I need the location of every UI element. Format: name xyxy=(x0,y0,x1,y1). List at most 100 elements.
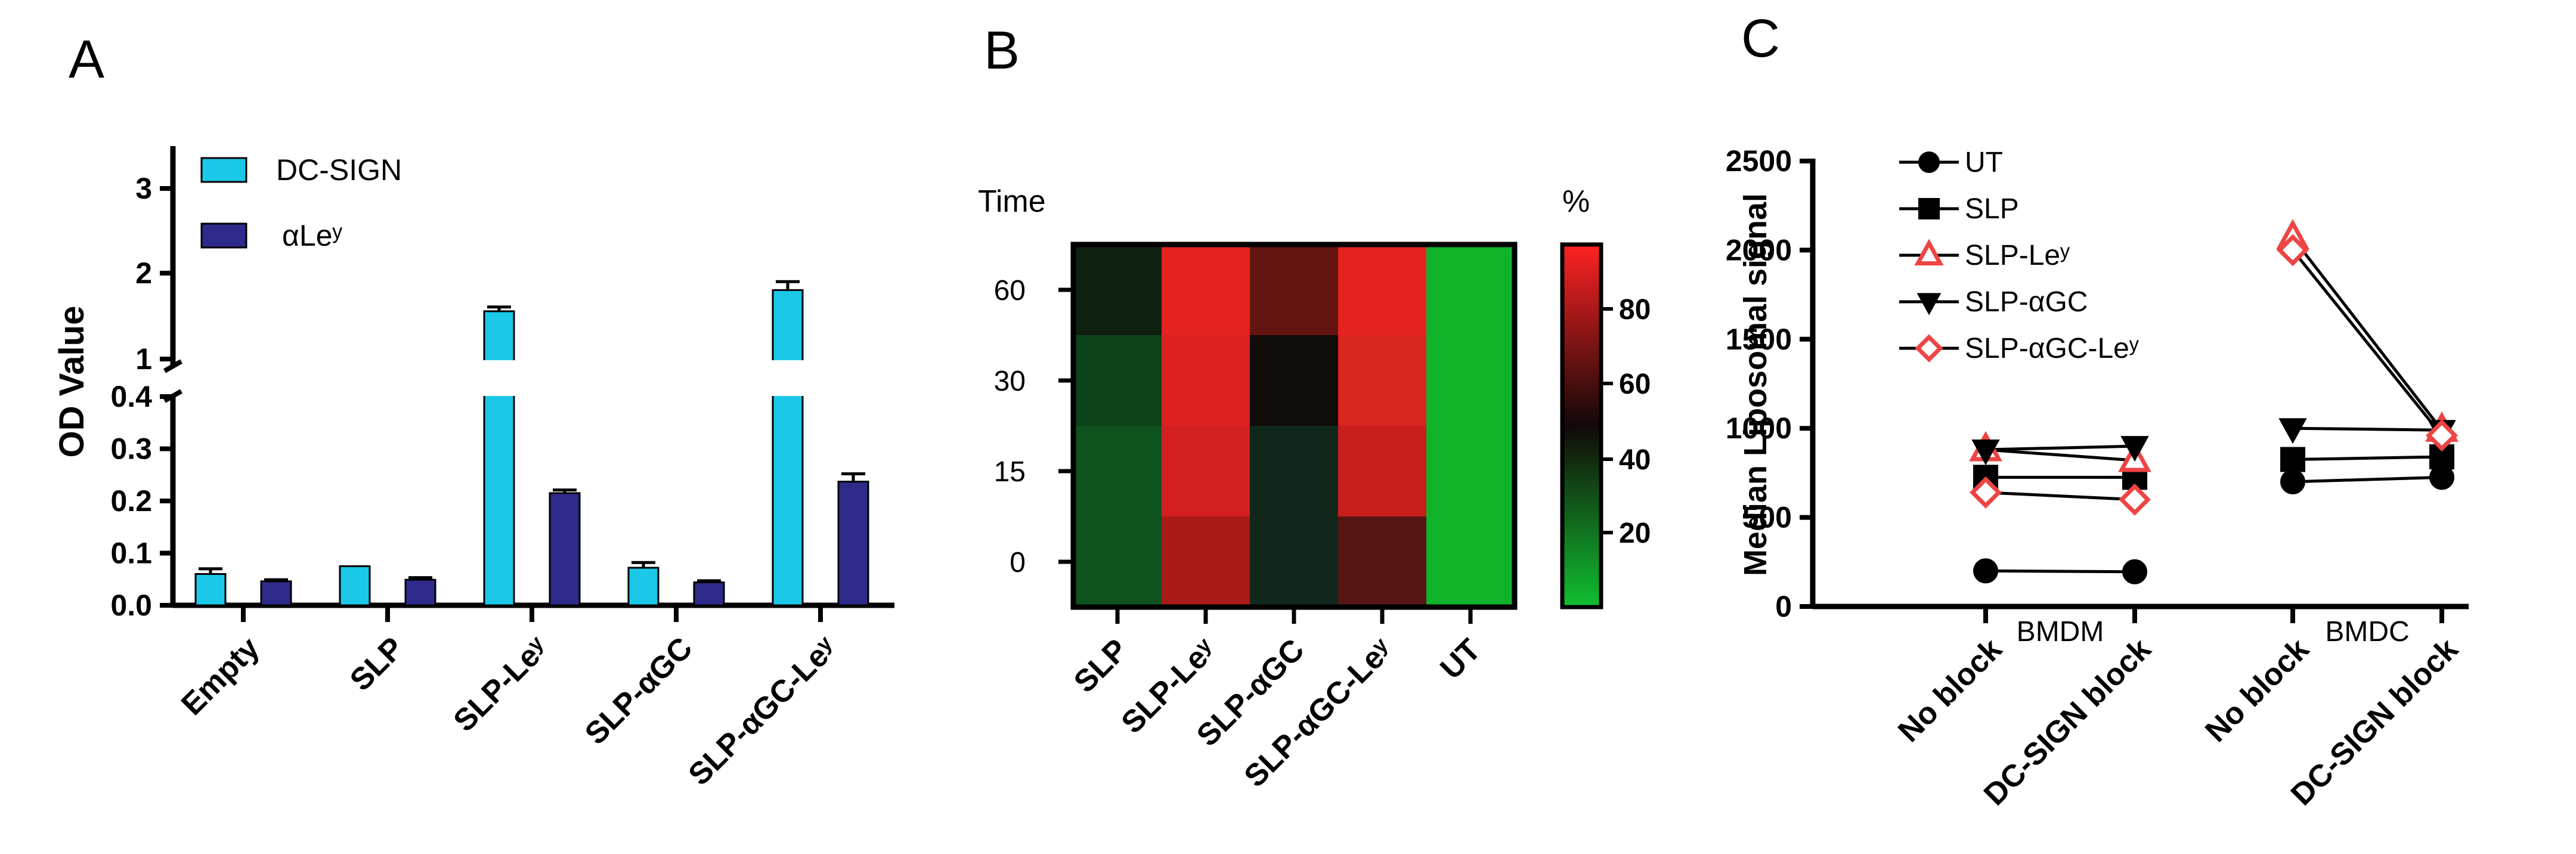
axis-break-gap xyxy=(769,360,872,396)
row-label: 60 xyxy=(994,275,1026,307)
y-tick-label: 0.4 xyxy=(110,380,152,413)
legend-swatch xyxy=(200,222,247,249)
legend-marker xyxy=(1918,198,1940,219)
series-line xyxy=(1985,491,2135,502)
data-point xyxy=(2119,483,2151,516)
heatmap-cell xyxy=(1250,335,1339,426)
y-tick-label: 1000 xyxy=(1726,411,1792,445)
y-tick-label: 0.0 xyxy=(110,589,152,622)
colorbar-tick-label: 40 xyxy=(1619,444,1651,476)
heatmap-cell xyxy=(1338,335,1427,426)
axis-break-mark xyxy=(163,359,182,373)
panel-label-c: C xyxy=(1741,9,1780,69)
series-line xyxy=(2292,455,2442,461)
colorbar-title: % xyxy=(1562,184,1590,219)
bar xyxy=(693,581,725,607)
colorbar-tick-label: 60 xyxy=(1619,369,1651,400)
y-tick-label: 2000 xyxy=(1726,233,1792,267)
x-tick-label: Empty xyxy=(175,630,266,722)
axis-break-gap xyxy=(481,360,583,396)
heatmap-cell xyxy=(1426,245,1515,336)
legend-marker xyxy=(1916,293,1942,315)
panel-label-a: A xyxy=(69,30,104,89)
data-point xyxy=(1970,476,2002,509)
row-label: 0 xyxy=(1010,547,1026,578)
heatmap-cell xyxy=(1338,426,1427,517)
y-tick-label: 2500 xyxy=(1726,144,1792,178)
bar xyxy=(772,289,804,607)
y-tick-label: 1 xyxy=(135,342,152,376)
heatmap-cell xyxy=(1162,426,1250,517)
heatmap-cell xyxy=(1162,335,1250,426)
series-line xyxy=(1985,444,2135,451)
data-point xyxy=(1973,558,1998,584)
heatmap-cell xyxy=(1426,335,1515,426)
heatmap-cell xyxy=(1073,426,1162,517)
heatmap-cell xyxy=(1426,516,1515,608)
heatmap-cell xyxy=(1250,516,1339,608)
legend-label: SLP xyxy=(1965,193,2019,225)
data-point xyxy=(2278,418,2307,444)
heatmap-cell xyxy=(1250,426,1339,517)
y-tick-label: 0.3 xyxy=(110,432,152,466)
colorbar xyxy=(1560,242,1603,609)
series-line xyxy=(2292,236,2443,431)
y-tick-label: 0.2 xyxy=(110,484,152,518)
y-tick-label: 500 xyxy=(1742,501,1792,534)
y-tick-label: 2 xyxy=(135,256,152,290)
heatmap-cell xyxy=(1073,245,1162,336)
bar xyxy=(627,567,660,607)
heatmap-cell xyxy=(1250,245,1339,336)
heatmap-cell xyxy=(1338,245,1427,336)
data-point xyxy=(2120,436,2149,462)
series-line xyxy=(2292,475,2442,484)
x-tick-label: SLP xyxy=(1067,632,1135,700)
y-axis-title: OD Value xyxy=(52,306,91,458)
data-point xyxy=(1971,440,2000,466)
heatmap-cell xyxy=(1426,426,1515,517)
y-tick-label: 3 xyxy=(135,172,152,205)
bar xyxy=(549,492,581,607)
legend-marker xyxy=(1918,151,1940,173)
data-point xyxy=(2280,469,2305,494)
data-point xyxy=(2426,419,2458,452)
heatmap-cell xyxy=(1162,516,1250,608)
legend-marker xyxy=(1915,334,1943,363)
group-label: BMDC xyxy=(2325,616,2409,648)
y-tick-label: 1500 xyxy=(1726,323,1792,356)
heatmap-cell xyxy=(1073,516,1162,608)
panel-label-b: B xyxy=(984,21,1020,81)
bar xyxy=(483,310,515,607)
group-label: BMDM xyxy=(2017,616,2104,648)
series-line xyxy=(2292,249,2443,437)
legend-label: DC-SIGN xyxy=(276,153,402,187)
y-axis-title: Time xyxy=(978,184,1046,219)
y-tick-label: 0.1 xyxy=(110,537,152,570)
bar xyxy=(260,580,292,607)
series-line xyxy=(2292,426,2442,432)
heatmap-cell xyxy=(1073,335,1162,426)
legend-label: SLP-αGC-Leʸ xyxy=(1965,333,2139,364)
panel-a: 0.0 0.1 0.2 0.3 0.4 1 2 3 OD Value Empty SLP SLP-Le… xyxy=(52,146,894,792)
heatmap-cell xyxy=(1162,245,1250,336)
x-tick-label: SLP-Leʸ xyxy=(447,630,555,738)
x-tick-label: SLP-αGC-Leʸ xyxy=(682,630,844,792)
bar xyxy=(194,573,227,607)
legend-label: αLeʸ xyxy=(282,219,343,252)
x-tick-label: SLP-αGC xyxy=(578,630,699,751)
x-tick-label: UT xyxy=(1433,632,1487,686)
data-point xyxy=(2277,234,2309,267)
x-tick-label: No block xyxy=(1891,632,2008,748)
x-tick-label: SLP xyxy=(343,630,411,698)
data-point xyxy=(2122,559,2147,584)
bar xyxy=(339,565,371,607)
bar xyxy=(404,578,436,607)
row-label: 15 xyxy=(994,456,1026,488)
heatmap-cell xyxy=(1338,516,1427,608)
legend-label: SLP-αGC xyxy=(1965,286,2088,318)
bar xyxy=(837,481,869,607)
colorbar-tick-label: 20 xyxy=(1619,518,1651,549)
legend-swatch xyxy=(200,157,247,183)
